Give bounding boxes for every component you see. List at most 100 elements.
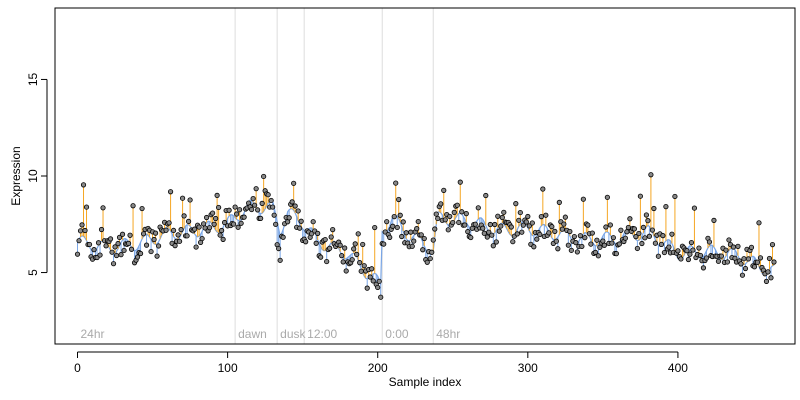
data-point — [595, 253, 601, 259]
region-label: 48hr — [436, 327, 460, 341]
data-point — [375, 284, 381, 291]
data-point — [292, 203, 298, 209]
data-point — [540, 186, 546, 192]
data-point — [432, 226, 438, 232]
data-point — [378, 294, 384, 300]
data-point — [355, 231, 361, 237]
x-tick-label: 400 — [668, 361, 688, 375]
data-point — [514, 231, 520, 237]
data-point — [765, 269, 771, 275]
x-tick-label: 300 — [518, 361, 538, 375]
data-point — [86, 241, 93, 248]
data-point — [678, 256, 684, 262]
data-point — [435, 215, 441, 222]
data-point — [207, 225, 213, 231]
x-axis-title: Sample index — [389, 375, 462, 389]
data-point — [349, 257, 355, 263]
data-point — [450, 219, 456, 226]
data-point — [175, 232, 181, 238]
data-point — [343, 268, 349, 274]
data-point — [660, 233, 666, 239]
data-point — [766, 255, 773, 262]
data-point — [568, 247, 574, 253]
data-point — [691, 205, 698, 211]
data-point — [520, 222, 526, 228]
data-point — [297, 225, 303, 231]
data-point — [636, 230, 642, 237]
data-point — [143, 242, 150, 248]
data-point — [687, 251, 693, 257]
data-point — [391, 214, 397, 220]
data-point — [303, 239, 309, 245]
data-point — [112, 244, 118, 250]
data-point — [517, 209, 523, 216]
data-point — [751, 264, 758, 270]
data-point — [768, 275, 774, 281]
data-point — [191, 226, 198, 232]
data-point — [396, 196, 402, 203]
data-point — [451, 209, 457, 215]
data-point — [277, 257, 283, 263]
data-point — [376, 278, 382, 284]
data-point — [571, 233, 577, 240]
data-point — [481, 230, 487, 236]
data-point — [237, 207, 243, 213]
data-point — [525, 213, 531, 220]
data-point — [645, 218, 651, 224]
data-point — [421, 235, 427, 242]
region-label: 12:00 — [307, 327, 337, 341]
y-axis-title: Expression — [9, 146, 23, 205]
data-point — [556, 199, 562, 205]
data-point — [179, 195, 186, 201]
data-point — [609, 240, 615, 246]
data-point — [196, 224, 202, 230]
fitted-line — [76, 199, 775, 285]
data-point — [442, 217, 448, 223]
region-label: 0:00 — [385, 327, 409, 341]
data-point — [109, 249, 115, 255]
data-point — [496, 228, 502, 234]
region-label: 24hr — [81, 327, 105, 341]
data-point — [757, 255, 764, 261]
region-label: dusk — [280, 327, 306, 341]
data-point — [724, 259, 731, 265]
data-point — [295, 208, 301, 214]
data-point — [748, 244, 755, 250]
data-point — [80, 182, 87, 188]
data-point — [484, 234, 490, 240]
data-point — [411, 238, 417, 244]
data-point — [538, 214, 544, 220]
data-point — [291, 180, 297, 186]
data-point — [489, 232, 495, 238]
data-point — [424, 259, 430, 265]
data-point — [98, 226, 105, 233]
data-point — [763, 278, 770, 284]
data-point — [559, 226, 565, 232]
data-point — [128, 246, 135, 252]
data-point — [465, 229, 471, 235]
y-axis: 5 10 15 — [26, 72, 48, 276]
data-point — [151, 236, 157, 243]
data-point — [618, 227, 624, 233]
data-point — [549, 224, 555, 230]
data-point — [669, 231, 675, 237]
data-point — [289, 199, 295, 205]
data-point — [577, 233, 583, 239]
data-point — [655, 253, 662, 259]
data-point — [508, 224, 514, 230]
data-point — [187, 197, 193, 203]
data-point — [723, 247, 729, 253]
y-tick-label: 5 — [26, 269, 40, 276]
data-point — [696, 245, 702, 251]
data-point — [360, 241, 366, 248]
data-point — [115, 240, 121, 247]
data-point — [634, 245, 640, 252]
data-point — [513, 201, 519, 207]
data-point — [184, 233, 190, 239]
data-point — [339, 253, 345, 259]
data-point — [663, 204, 669, 210]
data-point — [119, 231, 126, 237]
data-point — [249, 206, 255, 213]
data-point — [742, 265, 749, 272]
